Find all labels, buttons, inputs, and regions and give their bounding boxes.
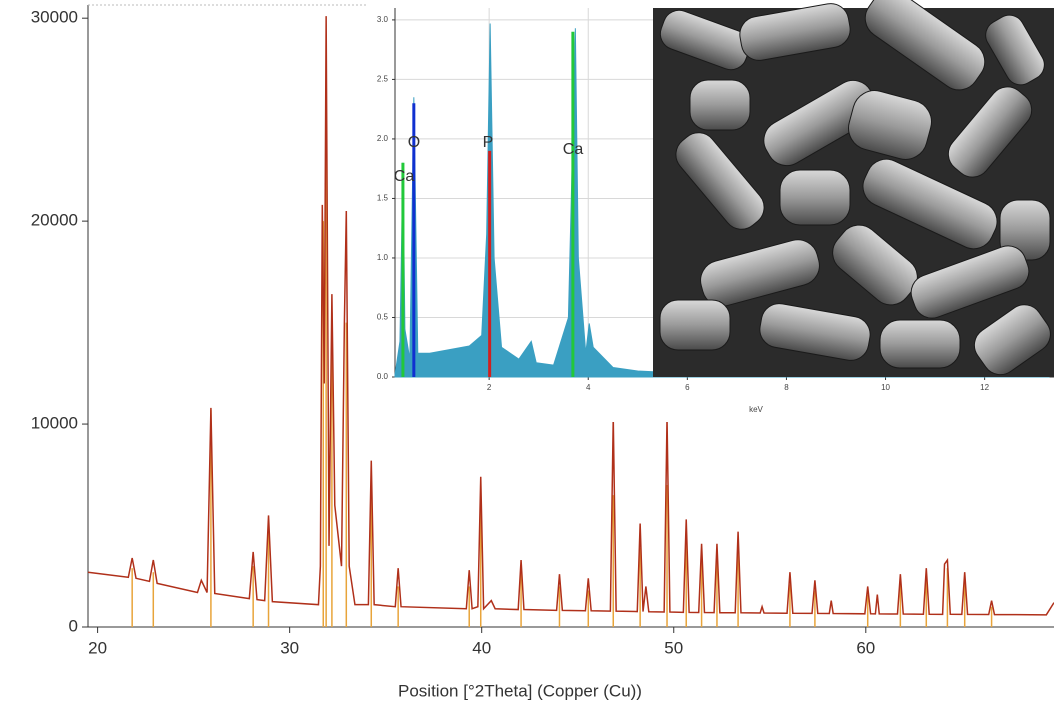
x-tick-label: 2 xyxy=(487,383,492,392)
y-tick-label: 0.0 xyxy=(377,372,389,381)
x-axis-label: keV xyxy=(749,405,763,414)
y-tick-label: 2.5 xyxy=(377,75,389,84)
element-label: O xyxy=(408,134,420,151)
main-plot: 0 10000 20000 30000 20 30 40 50 60 Position [°2Th… xyxy=(31,4,1054,700)
x-tick-label: 4 xyxy=(586,383,591,392)
y-tick-label: 20000 xyxy=(31,211,78,230)
pattern-line xyxy=(87,16,1054,616)
x-tick-label: 50 xyxy=(664,638,683,657)
inset-annotations: Ca O P Ca xyxy=(394,134,584,185)
x-tick-label: 6 xyxy=(685,383,690,392)
y-tick-label: 1.5 xyxy=(377,194,389,203)
y-tick-label: 0.5 xyxy=(377,313,389,322)
y-tick-label: 3.0 xyxy=(377,15,389,24)
y-tick-label: 10000 xyxy=(31,414,78,433)
x-tick-label: 20 xyxy=(88,638,107,657)
x-tick-label: 10 xyxy=(881,383,890,392)
element-label: P xyxy=(483,134,494,151)
x-tick-label: 40 xyxy=(472,638,491,657)
element-label: Ca xyxy=(394,168,415,185)
element-label: Ca xyxy=(563,141,584,158)
x-tick-label: 8 xyxy=(784,383,789,392)
x-tick-label: 12 xyxy=(980,383,989,392)
y-tick-label: 2.0 xyxy=(377,134,389,143)
spectrum-area xyxy=(394,23,1050,378)
x-tick-label: 60 xyxy=(856,638,875,657)
x-axis-label: Position [°2Theta] (Copper (Cu)) xyxy=(398,681,642,700)
sem-image xyxy=(653,0,1054,377)
y-tick-label: 1.0 xyxy=(377,253,389,262)
x-tick-label: 30 xyxy=(280,638,299,657)
y-tick-label: 0 xyxy=(69,616,78,635)
y-tick-label: 30000 xyxy=(31,8,78,27)
